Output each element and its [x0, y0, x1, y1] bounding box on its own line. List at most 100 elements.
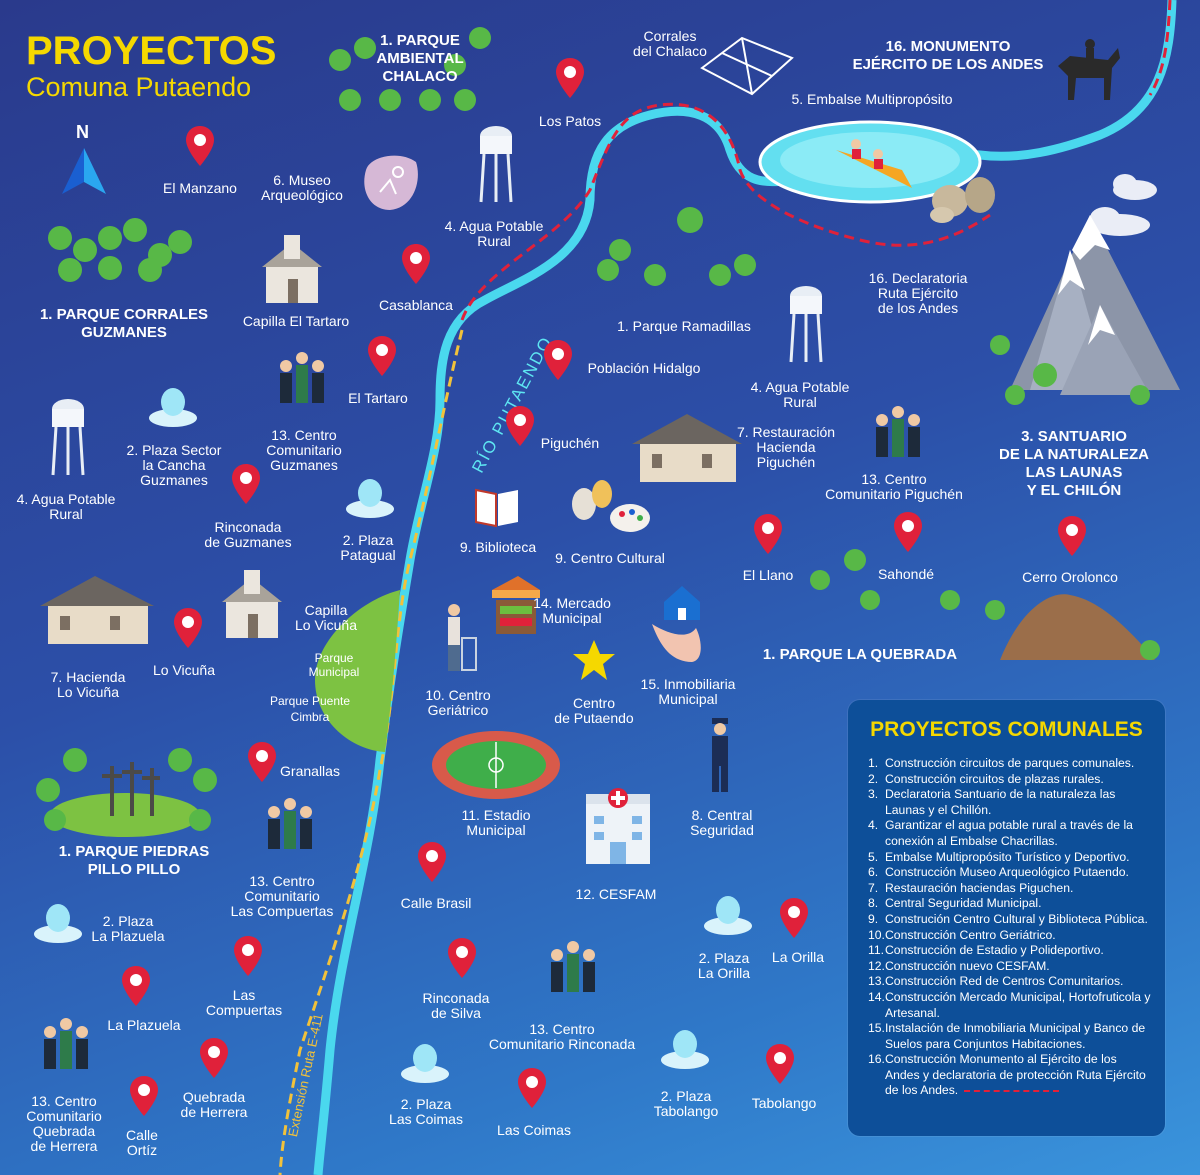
location-pin-icon[interactable]: [766, 1044, 794, 1084]
location-pin-icon[interactable]: [544, 340, 572, 380]
label-centro-piguchen[interactable]: 13. Centro Comunitario Piguchén: [825, 471, 963, 502]
legend-item-number: 1.: [868, 756, 879, 770]
label-los-patos[interactable]: Los Patos: [538, 113, 602, 129]
location-pin-icon[interactable]: [200, 1038, 228, 1078]
label-mercado[interactable]: 14. Mercado Municipal: [533, 595, 611, 626]
label-poblacion-hidalgo[interactable]: Población Hidalgo: [587, 360, 701, 376]
label-plaza-tabolango[interactable]: 2. Plaza Tabolango: [653, 1088, 719, 1119]
map-title: PROYECTOS Comuna Putaendo: [26, 30, 276, 102]
route-dash-icon: [964, 1090, 1060, 1093]
chapel-icon: [222, 570, 282, 638]
label-plaza-cancha[interactable]: 2. Plaza Sector la Cancha Guzmanes: [126, 442, 222, 488]
label-sahonde[interactable]: Sahondé: [877, 566, 935, 582]
label-rinconada-silva[interactable]: Rinconada de Silva: [422, 990, 490, 1021]
label-monumento[interactable]: 16. MONUMENTO EJÉRCITO DE LOS ANDES: [852, 38, 1044, 73]
label-piguchen[interactable]: Piguchén: [540, 435, 600, 451]
label-capilla-tartaro[interactable]: Capilla El Tartaro: [242, 313, 350, 329]
label-parque-ambiental[interactable]: 1. PARQUE AMBIENTAL CHALACO: [376, 32, 464, 85]
label-centro-rinconada[interactable]: 13. Centro Comunitario Rinconada: [488, 1021, 636, 1052]
legend-item-number: 10.: [868, 927, 885, 942]
label-plaza-patagual[interactable]: 2. Plaza Patagual: [340, 532, 396, 563]
label-biblioteca[interactable]: 9. Biblioteca: [459, 539, 537, 555]
label-centro-guzmanes[interactable]: 13. Centro Comunitario Guzmanes: [266, 427, 342, 473]
label-inmobiliaria[interactable]: 15. Inmobiliaria Municipal: [640, 676, 736, 707]
location-pin-icon[interactable]: [518, 1068, 546, 1108]
location-pin-icon[interactable]: [130, 1076, 158, 1116]
location-pin-icon[interactable]: [1058, 516, 1086, 556]
chapel-icon: [262, 235, 322, 303]
label-quebrada-herrera[interactable]: Quebrada de Herrera: [180, 1089, 248, 1120]
label-embalse[interactable]: 5. Embalse Multipropósito: [791, 91, 953, 107]
label-hacienda-vicuna[interactable]: 7. Hacienda Lo Vicuña: [50, 669, 126, 700]
label-agua-rural-right[interactable]: 4. Agua Potable Rural: [750, 379, 850, 410]
location-pin-icon[interactable]: [232, 464, 260, 504]
label-parque-piedras[interactable]: 1. PARQUE PIEDRAS PILLO PILLO: [58, 843, 210, 878]
label-la-orilla[interactable]: La Orilla: [771, 949, 825, 965]
location-pin-icon[interactable]: [780, 898, 808, 938]
location-pin-icon[interactable]: [186, 126, 214, 166]
label-calle-brasil[interactable]: Calle Brasil: [400, 895, 472, 911]
label-centro-quebrada[interactable]: 13. Centro Comunitario Quebrada de Herrera: [26, 1093, 102, 1154]
label-tabolango[interactable]: Tabolango: [751, 1095, 817, 1111]
label-restauracion[interactable]: 7. Restauración Hacienda Piguchén: [736, 424, 836, 470]
label-museo[interactable]: 6. Museo Arqueológico: [261, 172, 343, 203]
location-pin-icon[interactable]: [448, 938, 476, 978]
location-pin-icon[interactable]: [754, 514, 782, 554]
label-centro-geriatrico[interactable]: 10. Centro Geriátrico: [425, 687, 491, 718]
label-parque-municipal[interactable]: Parque Municipal: [308, 651, 360, 679]
legend-item-number: 13.: [868, 974, 885, 989]
label-lo-vicuna[interactable]: Lo Vicuña: [152, 662, 216, 678]
legend-item-text: Construcción Red de Centros Comunitarios…: [885, 974, 1124, 989]
label-las-compuertas[interactable]: Las Compuertas: [205, 987, 283, 1018]
label-parque-ramadillas[interactable]: 1. Parque Ramadillas: [617, 318, 751, 334]
label-el-manzano[interactable]: El Manzano: [163, 180, 237, 196]
label-capilla-vicuna[interactable]: Capilla Lo Vicuña: [294, 602, 358, 633]
crosses-icon: [102, 762, 160, 816]
label-rinconada-guzmanes[interactable]: Rinconada de Guzmanes: [204, 519, 292, 550]
label-agua-rural-left[interactable]: 4. Agua Potable Rural: [16, 491, 116, 522]
label-parque-puente[interactable]: Parque Puente Cimbra: [269, 694, 351, 724]
piedras-hill: [50, 793, 200, 837]
label-plaza-coimas[interactable]: 2. Plaza Las Coimas: [389, 1096, 463, 1127]
label-centro-cultural[interactable]: 9. Centro Cultural: [555, 550, 665, 566]
label-el-llano[interactable]: El Llano: [742, 567, 794, 583]
legend-item: 10. Construcción Centro Geriátrico.: [868, 928, 1153, 944]
legend-item-number: 12.: [868, 958, 885, 973]
legend-item: 5. Embalse Multipropósito Turístico y Dep…: [868, 850, 1153, 866]
label-casablanca[interactable]: Casablanca: [379, 297, 453, 313]
label-central-seguridad[interactable]: 8. Central Seguridad: [690, 807, 754, 838]
location-pin-icon[interactable]: [368, 336, 396, 376]
label-santuario[interactable]: 3. SANTUARIO DE LA NATURALEZA LAS LAUNAS Y …: [999, 428, 1149, 499]
label-calle-ortiz[interactable]: Calle Ortíz: [126, 1127, 158, 1158]
legend-item-number: 4.: [868, 818, 879, 833]
label-el-tartaro[interactable]: El Tartaro: [348, 390, 408, 406]
location-pin-icon[interactable]: [894, 512, 922, 552]
legend-item: 14. Construcción Mercado Municipal, Horto…: [868, 990, 1153, 1021]
label-plaza-orilla[interactable]: 2. Plaza La Orilla: [697, 950, 751, 981]
label-granallas[interactable]: Granallas: [280, 763, 340, 779]
label-corrales[interactable]: Corrales del Chalaco: [633, 28, 707, 59]
location-pin-icon[interactable]: [234, 936, 262, 976]
title-line2: Comuna Putaendo: [26, 72, 252, 102]
legend-item-text: Construcción circuitos de parques comuna…: [885, 756, 1135, 770]
label-centro-compuertas[interactable]: 13. Centro Comunitario Las Compuertas: [230, 873, 334, 919]
label-declaratoria[interactable]: 16. Declaratoria Ruta Ejército de los Ande…: [868, 270, 968, 316]
label-centro-putaendo[interactable]: Centro de Putaendo: [554, 695, 634, 726]
location-pin-icon[interactable]: [556, 58, 584, 98]
elderly-walker-icon: [448, 604, 477, 671]
location-pin-icon[interactable]: [174, 608, 202, 648]
label-parque-quebrada[interactable]: 1. PARQUE LA QUEBRADA: [762, 646, 958, 663]
label-cerro-orolonco[interactable]: Cerro Orolonco: [1022, 569, 1118, 585]
location-pin-icon[interactable]: [506, 406, 534, 446]
location-pin-icon[interactable]: [418, 842, 446, 882]
label-estadio[interactable]: 11. Estadio Municipal: [461, 807, 531, 838]
label-cesfam[interactable]: 12. CESFAM: [575, 886, 657, 902]
label-agua-rural-top[interactable]: 4. Agua Potable Rural: [444, 218, 544, 249]
location-pin-icon[interactable]: [402, 244, 430, 284]
location-pin-icon[interactable]: [122, 966, 150, 1006]
label-la-plazuela[interactable]: La Plazuela: [107, 1017, 181, 1033]
label-plaza-plazuela[interactable]: 2. Plaza La Plazuela: [91, 913, 165, 944]
label-las-coimas[interactable]: Las Coimas: [497, 1122, 571, 1138]
location-pin-icon[interactable]: [248, 742, 276, 782]
label-parque-corrales[interactable]: 1. PARQUE CORRALES GUZMANES: [39, 306, 209, 341]
